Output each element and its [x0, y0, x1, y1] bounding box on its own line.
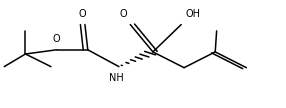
- Text: O: O: [53, 34, 60, 44]
- Text: O: O: [78, 9, 86, 19]
- Text: O: O: [119, 9, 127, 19]
- Text: NH: NH: [109, 73, 124, 83]
- Text: OH: OH: [185, 9, 200, 19]
